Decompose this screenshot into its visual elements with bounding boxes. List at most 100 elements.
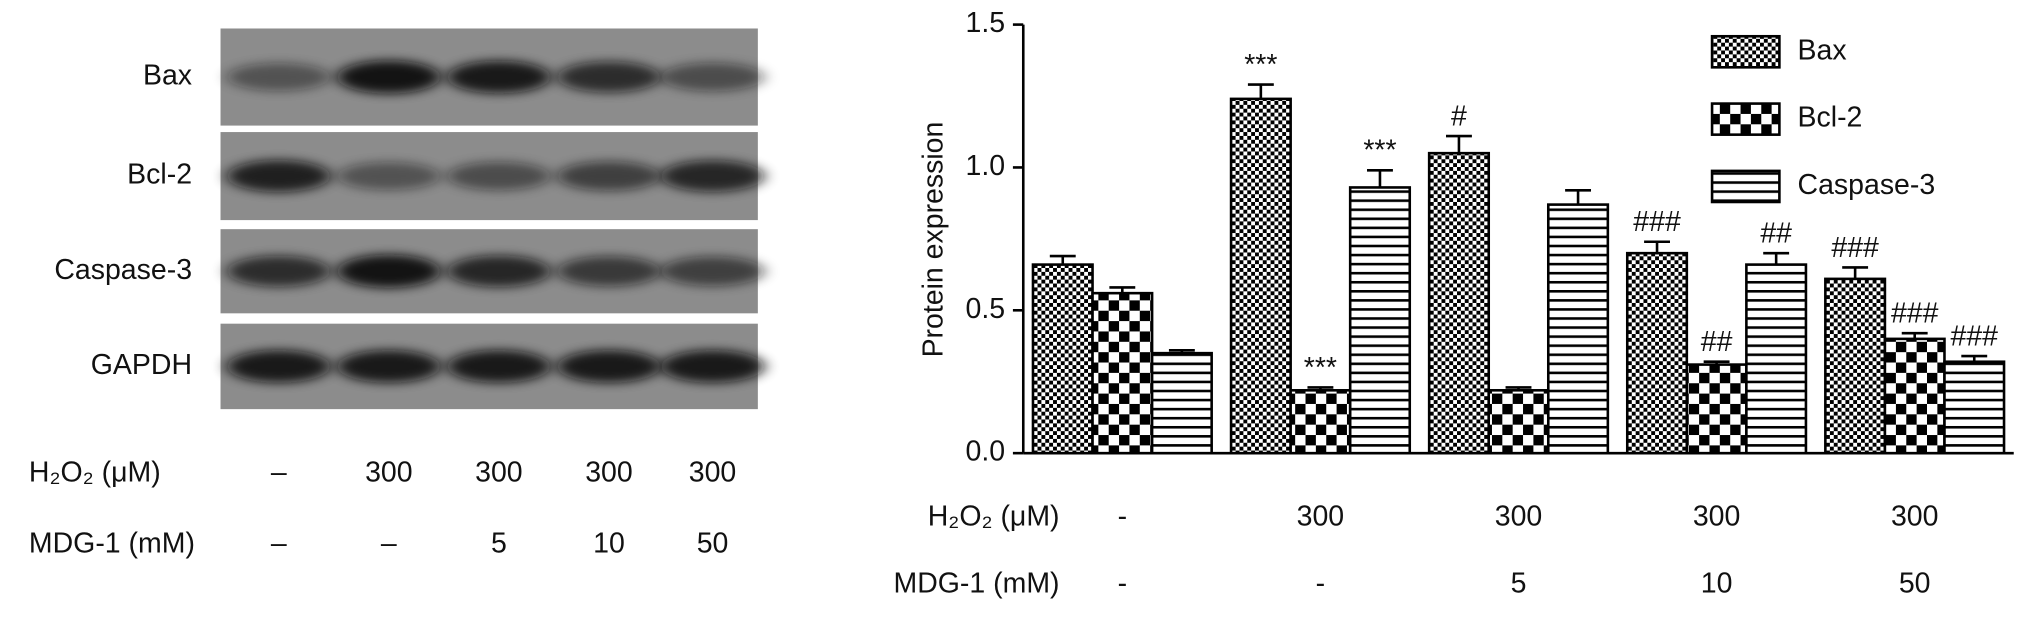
x-tick-label: 300 — [1495, 500, 1543, 532]
condition-value: 300 — [365, 456, 413, 488]
blot-band — [660, 350, 765, 383]
condition-value: 50 — [697, 528, 729, 560]
blot-band — [447, 255, 551, 288]
blot-band — [227, 63, 331, 92]
blot-band — [337, 350, 441, 383]
significance-label: ### — [1831, 232, 1879, 264]
blot-band — [227, 350, 331, 383]
bar — [1546, 203, 1610, 455]
legend-swatch — [1710, 34, 1781, 69]
blot-band — [557, 161, 661, 191]
condition-label: MDG-1 (mM) — [29, 528, 195, 560]
legend-label: Caspase-3 — [1798, 169, 1936, 201]
condition-value: 300 — [585, 456, 632, 488]
y-tick-label: 0.0 — [966, 436, 1006, 468]
bar — [1229, 97, 1292, 455]
blot-band — [337, 162, 441, 191]
significance-label: *** — [1363, 135, 1396, 167]
x-row-label: H₂O₂ (μM) — [928, 500, 1060, 532]
error-bar — [1901, 331, 1928, 339]
bar — [1883, 337, 1946, 455]
blot-band — [660, 62, 765, 92]
legend-swatch — [1710, 169, 1781, 204]
x-tick-label: 300 — [1693, 500, 1741, 532]
condition-value: 300 — [475, 456, 522, 488]
blot-band — [447, 161, 551, 191]
significance-label: ## — [1701, 326, 1733, 358]
error-bar — [1168, 349, 1195, 354]
x-tick-label: 300 — [1891, 500, 1939, 532]
error-bar — [1565, 189, 1592, 205]
legend-swatch — [1710, 102, 1781, 136]
significance-label: ### — [1891, 298, 1939, 330]
bar — [1427, 151, 1491, 455]
significance-label: *** — [1304, 352, 1337, 384]
condition-value: – — [271, 456, 287, 488]
y-tick-label: 0.5 — [966, 293, 1006, 325]
legend-label: Bcl-2 — [1798, 102, 1863, 134]
blot-band — [227, 255, 331, 287]
bar — [1487, 389, 1550, 455]
condition-label: H₂O₂ (μM) — [29, 456, 161, 488]
blot-row-label: Bax — [143, 60, 192, 92]
blot-band — [447, 350, 551, 383]
error-bar — [1049, 254, 1076, 265]
significance-label: ## — [1760, 218, 1792, 250]
significance-label: ### — [1951, 320, 1999, 352]
x-row-label: MDG-1 (mM) — [893, 568, 1059, 600]
bar — [1289, 389, 1352, 455]
bar — [1745, 263, 1808, 455]
significance-label: # — [1451, 100, 1467, 132]
condition-value: 10 — [593, 528, 625, 560]
error-bar — [1247, 83, 1274, 99]
blot-band — [557, 350, 661, 383]
western-blot: Bax Bcl-2 Caspase-3 GAPDH H₂O₂ (μM) – 300 300 30… — [29, 28, 765, 560]
bar — [1348, 186, 1412, 455]
x-tick-label: 10 — [1701, 568, 1733, 600]
blot-row-label: GAPDH — [91, 349, 192, 381]
y-axis-label: Protein expression — [918, 122, 950, 358]
x-tick-label: 50 — [1899, 568, 1931, 600]
x-tick-label: - — [1118, 500, 1127, 532]
blot-band — [227, 160, 331, 193]
x-tick-label: - — [1118, 568, 1127, 600]
error-bar — [1961, 354, 1988, 362]
bar — [1625, 251, 1689, 455]
x-tick-label: - — [1316, 568, 1325, 600]
bar — [1943, 360, 2006, 455]
condition-value: – — [381, 528, 397, 560]
error-bar — [1307, 386, 1334, 391]
blot-band — [557, 256, 661, 287]
error-bar — [1763, 251, 1790, 265]
legend-label: Bax — [1798, 34, 1847, 66]
condition-value: 300 — [689, 456, 737, 488]
condition-value: 5 — [491, 528, 507, 560]
blot-band — [447, 60, 551, 94]
bar — [1150, 351, 1213, 455]
significance-label: *** — [1244, 49, 1277, 81]
significance-label: ### — [1633, 206, 1681, 238]
blot-row-label: Bcl-2 — [127, 159, 192, 191]
error-bar — [1109, 286, 1136, 294]
x-tick-label: 5 — [1511, 568, 1527, 600]
bar — [1091, 291, 1154, 455]
y-tick-label: 1.0 — [966, 150, 1006, 182]
error-bar — [1644, 240, 1670, 254]
error-bar — [1505, 386, 1532, 391]
y-tick-label: 1.5 — [966, 7, 1006, 39]
error-bar — [1842, 266, 1869, 279]
error-bar — [1703, 360, 1730, 365]
error-bar — [1446, 134, 1472, 154]
error-bar — [1367, 169, 1393, 188]
condition-value: – — [271, 528, 287, 560]
blot-band — [337, 60, 441, 94]
bar — [1685, 363, 1748, 455]
blot-band — [557, 61, 661, 93]
bar — [1824, 277, 1887, 455]
blot-row-label: Caspase-3 — [54, 254, 192, 286]
bar — [1031, 263, 1094, 455]
blot-band — [660, 160, 765, 192]
blot-band — [660, 256, 765, 287]
